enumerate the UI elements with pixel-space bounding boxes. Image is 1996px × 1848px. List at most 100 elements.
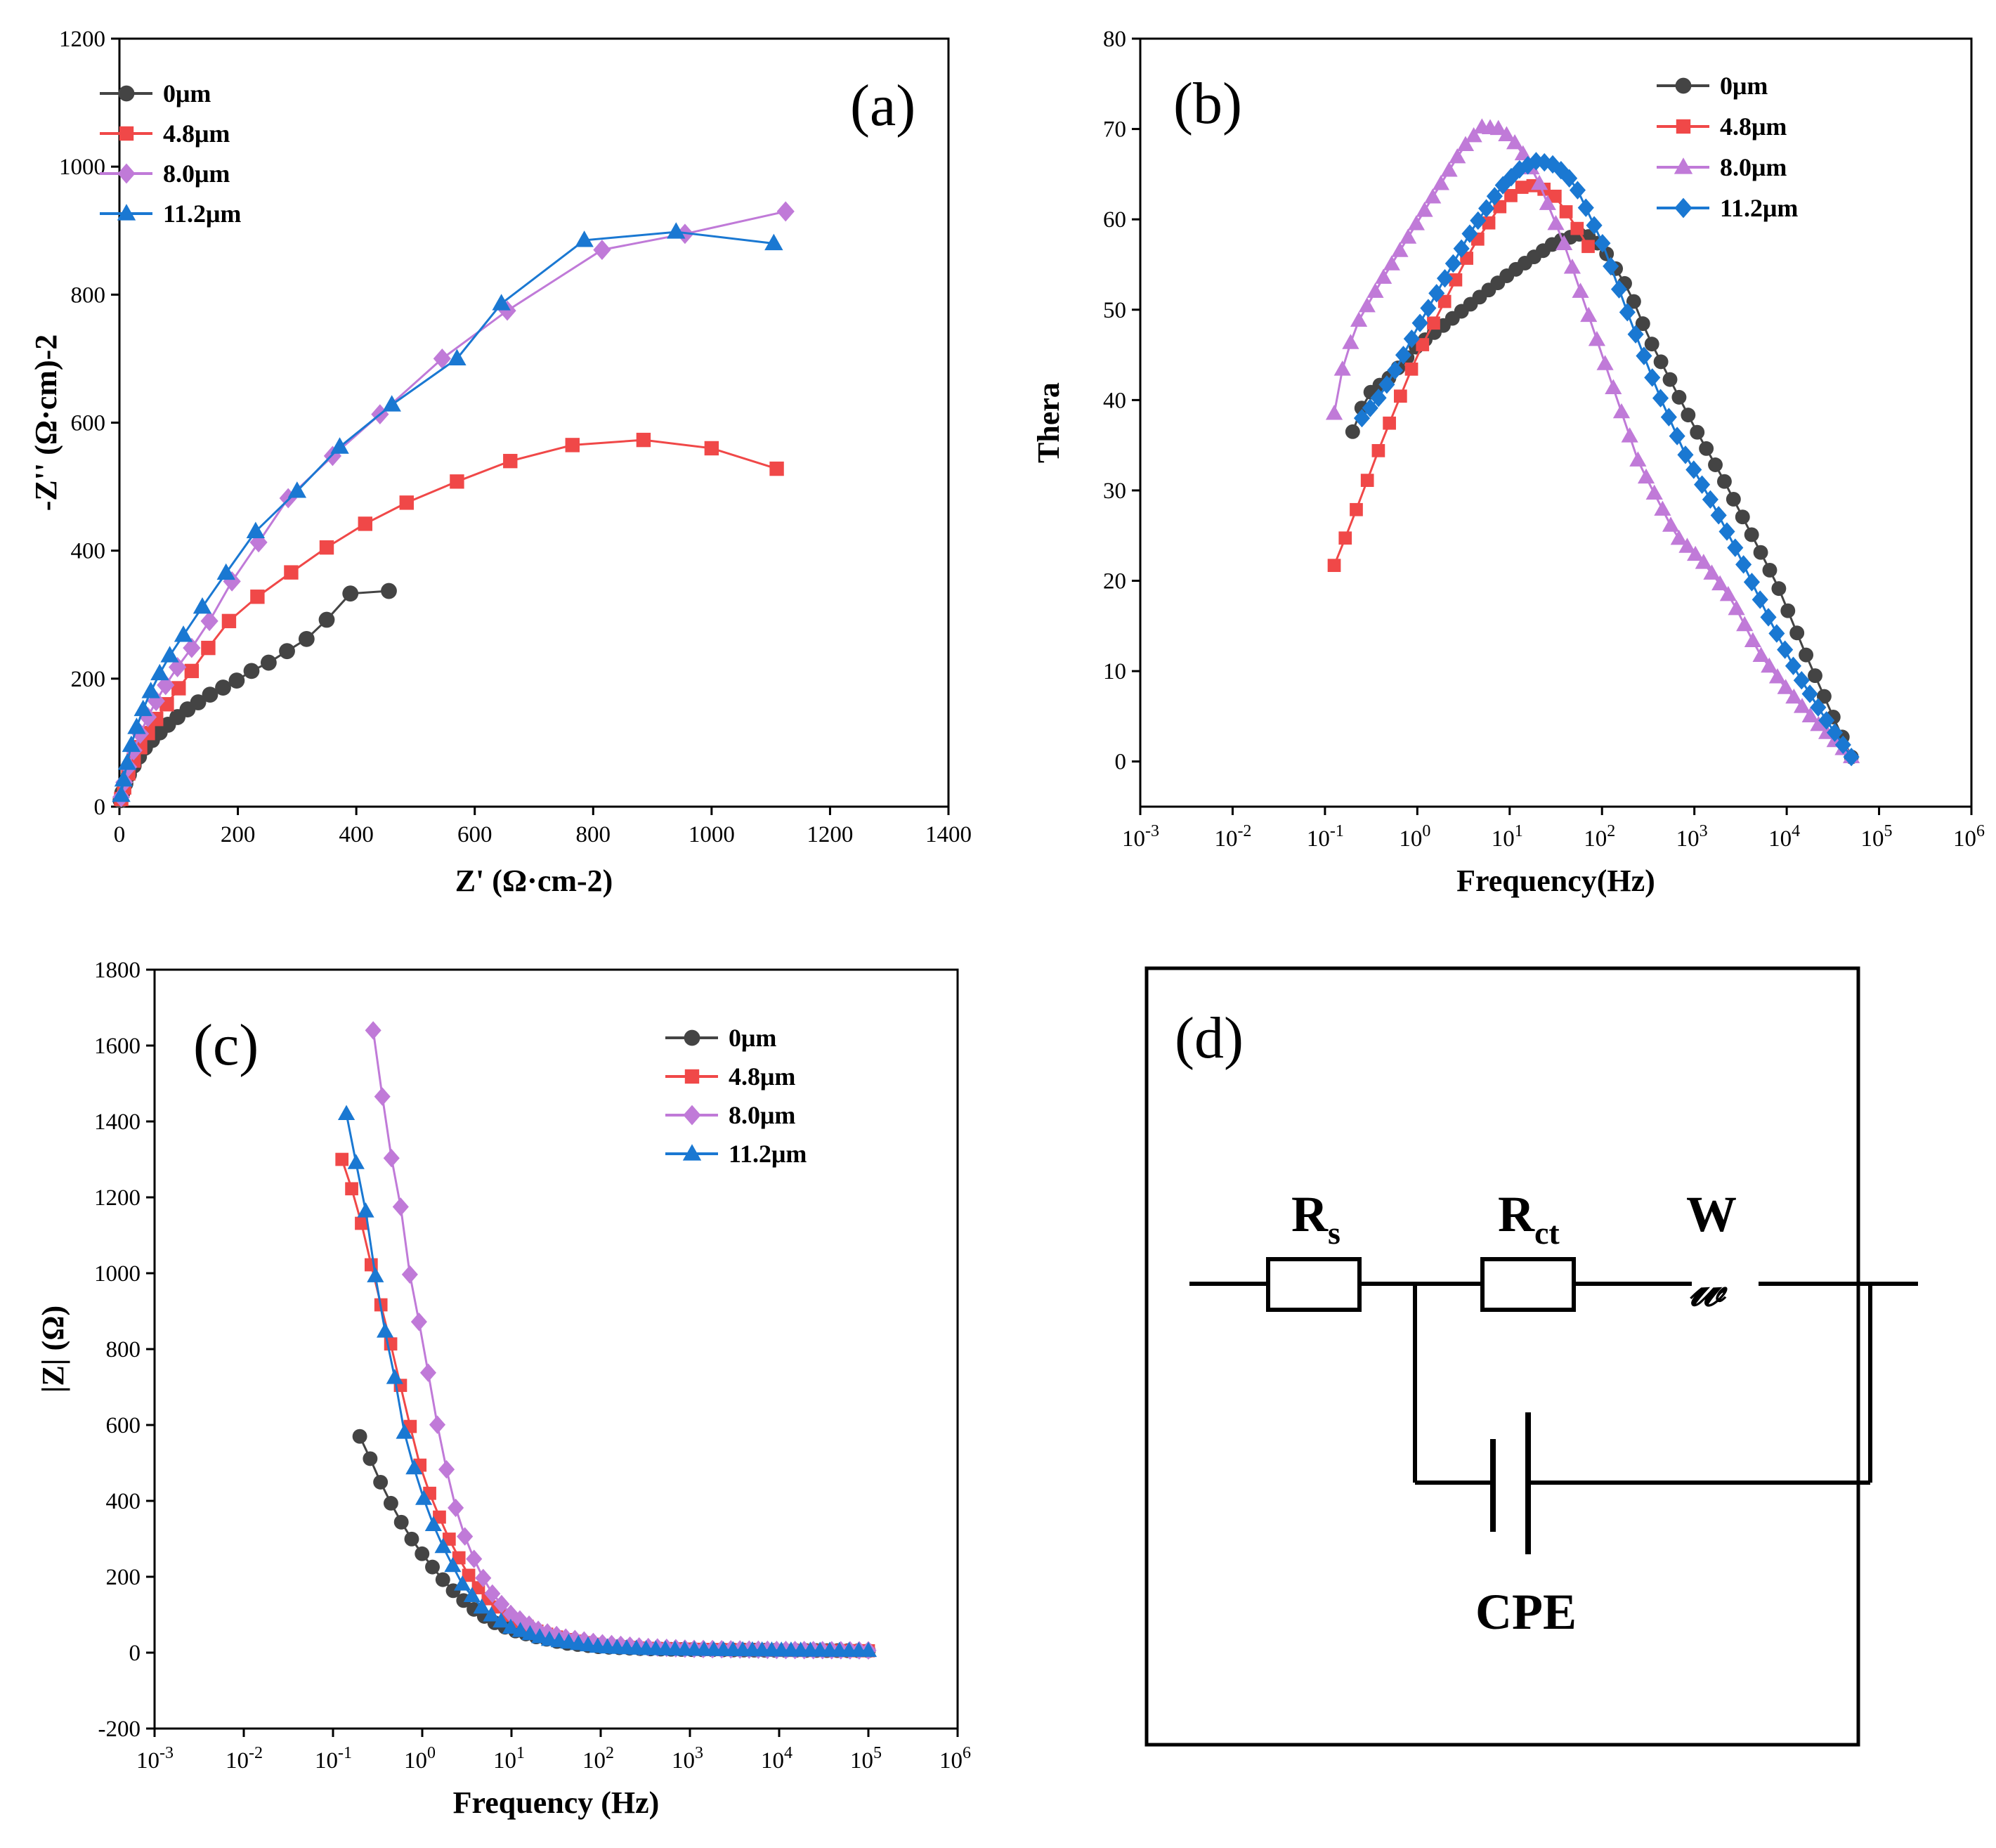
data-point — [484, 1584, 501, 1603]
warburg-element: 𝓌 — [1689, 1261, 1728, 1317]
data-point — [1711, 575, 1729, 591]
data-point — [1432, 175, 1450, 190]
data-point — [492, 294, 511, 311]
data-point — [1327, 559, 1341, 573]
data-point — [122, 735, 141, 753]
data-point — [1527, 152, 1544, 171]
data-point — [1716, 474, 1732, 489]
panel-d-label: (d) — [1175, 1006, 1244, 1071]
x-tick-label: 101 — [1492, 822, 1523, 852]
panel-a-nyquist-chart: 0 200 400 600 800 1000 1200 1400 0 200 400 600 800 10… — [29, 27, 972, 898]
data-point — [776, 201, 795, 222]
data-point — [202, 687, 218, 703]
data-point — [1771, 581, 1787, 597]
data-point — [319, 540, 334, 555]
data-point — [1662, 516, 1680, 532]
data-point — [381, 583, 397, 599]
data-point — [1801, 707, 1819, 722]
data-point — [1588, 330, 1606, 346]
data-point — [1685, 460, 1702, 479]
data-point — [1636, 346, 1652, 365]
data-point — [1360, 474, 1374, 487]
data-point — [216, 563, 235, 580]
data-point — [521, 1625, 539, 1641]
data-point — [193, 597, 212, 614]
data-point — [342, 585, 359, 602]
data-point — [1810, 715, 1827, 731]
data-point — [1736, 616, 1754, 632]
x-tick-label: 104 — [1768, 822, 1800, 852]
data-point — [410, 1312, 427, 1332]
data-point — [1635, 316, 1650, 332]
data-point — [1581, 240, 1595, 254]
x-tick-label: 1400 — [925, 822, 972, 847]
data-point — [1761, 657, 1778, 673]
legend-entry: 11.2μm — [100, 200, 241, 228]
data-point — [463, 1587, 481, 1602]
data-point — [1395, 346, 1412, 365]
data-point — [450, 474, 464, 489]
y-tick-label: 30 — [1103, 479, 1126, 504]
data-point — [1752, 646, 1770, 663]
y-tick-label: 200 — [106, 1565, 141, 1590]
data-point — [1444, 254, 1461, 273]
data-point — [1793, 698, 1811, 713]
data-point — [1653, 354, 1669, 370]
data-point — [1808, 668, 1822, 684]
data-point — [250, 590, 265, 604]
x-axis-title: Frequency(Hz) — [1456, 864, 1655, 898]
data-point — [1548, 189, 1562, 203]
data-point — [1669, 427, 1685, 445]
data-point — [1465, 126, 1482, 143]
data-point — [1801, 684, 1818, 703]
data-point — [1569, 181, 1586, 200]
data-point — [383, 1149, 400, 1168]
data-point — [1539, 195, 1556, 210]
data-point — [1728, 599, 1745, 616]
panel-label: (b) — [1173, 71, 1242, 136]
data-point — [200, 611, 218, 632]
data-point — [1818, 711, 1835, 730]
data-point — [1383, 416, 1396, 430]
data-point — [1768, 624, 1785, 643]
data-point — [261, 654, 277, 671]
legend-entry: 4.8μm — [1657, 112, 1787, 141]
x-tick-label: 0 — [114, 822, 126, 847]
data-point — [1342, 334, 1359, 349]
data-point — [1503, 167, 1520, 187]
data-point — [429, 1415, 446, 1434]
data-point — [457, 1527, 474, 1546]
data-point — [201, 640, 216, 656]
series-line — [120, 438, 778, 800]
x-axis-title: Z' (Ω·cm-2) — [455, 864, 613, 898]
data-point — [365, 1021, 381, 1040]
data-point — [367, 1267, 384, 1282]
panel-label: (c) — [193, 1013, 259, 1078]
data-point — [1504, 189, 1518, 202]
data-point — [1702, 490, 1718, 509]
legend-entry: 11.2μm — [1657, 194, 1798, 222]
data-point — [1678, 538, 1696, 553]
data-point — [393, 1514, 409, 1530]
x-tick-label: 100 — [1399, 822, 1430, 852]
data-point — [1407, 215, 1425, 230]
data-point — [287, 481, 307, 498]
data-point — [1719, 585, 1737, 601]
data-point — [462, 1568, 476, 1582]
data-point — [1536, 152, 1553, 172]
data-point — [1531, 174, 1548, 190]
data-point — [1780, 603, 1796, 618]
legend-marker — [1675, 77, 1692, 94]
data-point — [1789, 625, 1805, 641]
data-point — [228, 672, 245, 689]
data-point — [1726, 491, 1741, 507]
data-point — [1710, 506, 1727, 525]
x-tick-label: 103 — [672, 1744, 703, 1774]
legend-entry: 8.0μm — [1657, 153, 1787, 181]
data-point — [396, 1424, 413, 1439]
y-axis-title: |Z| (Ω) — [36, 1306, 70, 1393]
x-tick-label: 103 — [1676, 822, 1708, 852]
series-line — [120, 210, 786, 798]
data-point — [1358, 297, 1376, 313]
data-point — [1580, 306, 1598, 323]
